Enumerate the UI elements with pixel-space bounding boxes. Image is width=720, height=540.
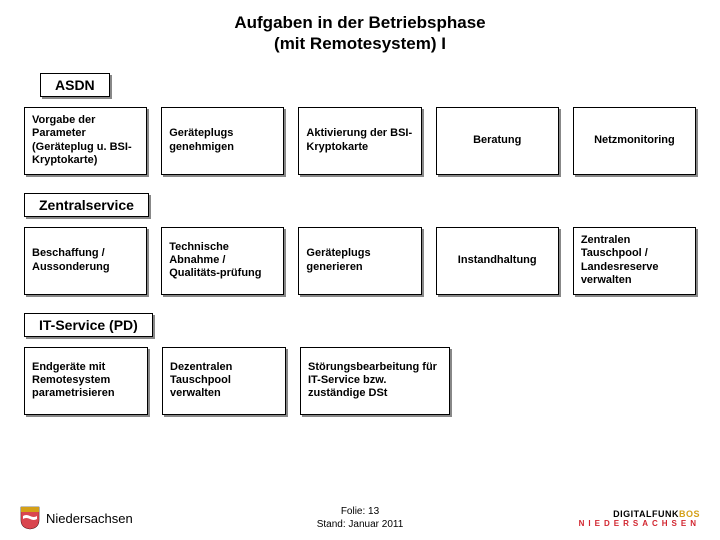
section-header-it-label: IT-Service (PD) [39, 317, 138, 333]
task-label: Instandhaltung [458, 254, 537, 267]
task-box: Störungsbearbeitung für IT-Service bzw. … [300, 347, 450, 415]
task-label: Endgeräte mit Remotesystem parametrisier… [32, 361, 140, 401]
task-label: Geräteplugs genehmigen [169, 127, 276, 153]
task-label: Vorgabe der Parameter (Geräteplug u. BSI… [32, 114, 139, 167]
task-label: Technische Abnahme / Qualitäts-prüfung [169, 241, 276, 281]
task-label: Beratung [473, 134, 521, 147]
footer: Niedersachsen Folie: 13 Stand: Januar 20… [0, 506, 720, 530]
task-label: Dezentralen Tauschpool verwalten [170, 361, 278, 401]
task-box: Beratung [436, 107, 559, 175]
task-box: Dezentralen Tauschpool verwalten [162, 347, 286, 415]
footer-center: Folie: 13 Stand: Januar 2011 [317, 505, 404, 531]
slide-number-label: Folie: 13 [317, 505, 404, 518]
task-label: Zentralen Tauschpool / Landesreserve ver… [581, 234, 688, 287]
brand-bottom: NIEDERSACHSEN [579, 519, 700, 528]
row-asdn: Vorgabe der Parameter (Geräteplug u. BSI… [0, 97, 720, 175]
section-header-zentral: Zentralservice [24, 193, 149, 217]
brand-top-b: BOS [679, 509, 700, 519]
footer-left: Niedersachsen [20, 506, 133, 530]
task-label: Aktivierung der BSI-Kryptokarte [306, 127, 413, 153]
date-label: Stand: Januar 2011 [317, 518, 404, 531]
brand-top: DIGITALFUNKBOS [579, 509, 700, 519]
task-box: Vorgabe der Parameter (Geräteplug u. BSI… [24, 107, 147, 175]
task-box: Technische Abnahme / Qualitäts-prüfung [161, 227, 284, 295]
page-title: Aufgaben in der Betriebsphase (mit Remot… [0, 0, 720, 55]
title-line-2: (mit Remotesystem) I [274, 34, 446, 53]
crest-icon [20, 506, 40, 530]
task-box: Zentralen Tauschpool / Landesreserve ver… [573, 227, 696, 295]
section-header-zentral-label: Zentralservice [39, 197, 134, 213]
task-box: Geräteplugs generieren [298, 227, 421, 295]
task-box: Instandhaltung [436, 227, 559, 295]
row-zentral: Beschaffung / Aussonderung Technische Ab… [0, 217, 720, 295]
section-header-it: IT-Service (PD) [24, 313, 153, 337]
footer-state-label: Niedersachsen [46, 511, 133, 526]
section-header-asdn-label: ASDN [55, 77, 95, 93]
footer-right: DIGITALFUNKBOS NIEDERSACHSEN [579, 509, 700, 528]
task-label: Beschaffung / Aussonderung [32, 247, 139, 273]
task-box: Beschaffung / Aussonderung [24, 227, 147, 295]
task-box: Geräteplugs genehmigen [161, 107, 284, 175]
task-label: Netzmonitoring [594, 134, 675, 147]
task-label: Störungsbearbeitung für IT-Service bzw. … [308, 361, 442, 401]
title-line-1: Aufgaben in der Betriebsphase [234, 13, 485, 32]
brand-top-a: DIGITALFUNK [613, 509, 679, 519]
task-box: Netzmonitoring [573, 107, 696, 175]
task-label: Geräteplugs generieren [306, 247, 413, 273]
row-it: Endgeräte mit Remotesystem parametrisier… [0, 337, 720, 415]
task-box: Aktivierung der BSI-Kryptokarte [298, 107, 421, 175]
task-box: Endgeräte mit Remotesystem parametrisier… [24, 347, 148, 415]
section-header-asdn: ASDN [40, 73, 110, 97]
